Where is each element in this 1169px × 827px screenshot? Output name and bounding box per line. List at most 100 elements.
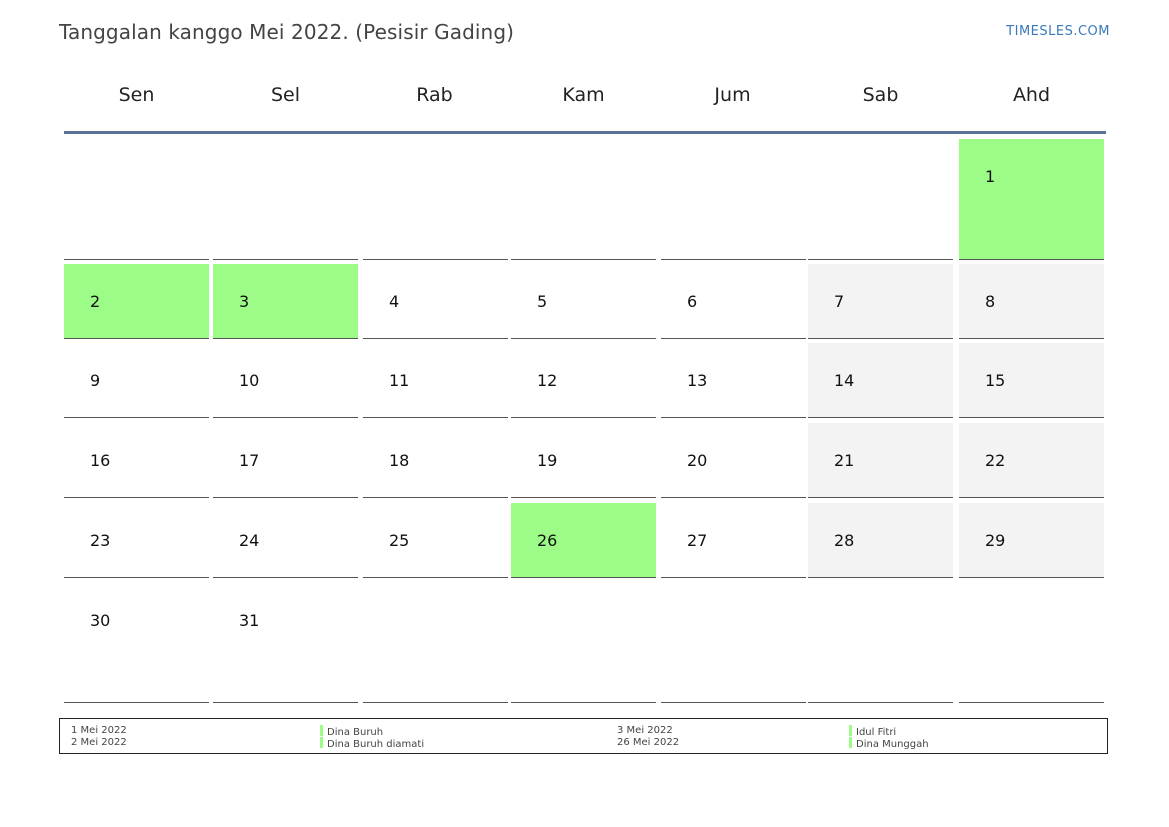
day-number: 26 (537, 531, 558, 550)
day-number: 11 (389, 371, 410, 390)
day-number: 24 (239, 531, 260, 550)
day-cell[interactable]: 28 (808, 503, 953, 578)
weekday-label: Sab (862, 84, 899, 106)
day-cell[interactable]: 9 (64, 343, 209, 418)
day-number: 22 (985, 451, 1006, 470)
day-number: 13 (687, 371, 708, 390)
legend-name: Dina Munggah (856, 739, 929, 750)
day-number: 17 (239, 451, 260, 470)
day-number: 8 (985, 292, 996, 311)
day-number: 15 (985, 371, 1006, 390)
empty-cell (661, 139, 806, 260)
day-cell[interactable]: 21 (808, 423, 953, 498)
empty-cell (511, 139, 656, 260)
weekday-label: Jum (714, 84, 751, 106)
day-number: 18 (389, 451, 410, 470)
holiday-legend: 1 Mei 2022 2 Mei 2022 Dina Buruh Dina Bu… (59, 718, 1108, 754)
day-cell[interactable]: 14 (808, 343, 953, 418)
empty-cell (363, 582, 508, 703)
legend-name: Dina Buruh (327, 727, 384, 738)
day-number: 12 (537, 371, 558, 390)
legend-date: 1 Mei 2022 (71, 725, 127, 736)
day-number: 6 (687, 292, 698, 311)
day-number: 28 (834, 531, 855, 550)
day-cell[interactable]: 12 (511, 343, 656, 418)
day-number: 30 (90, 611, 111, 630)
day-number: 25 (389, 531, 410, 550)
day-number: 9 (90, 371, 101, 390)
day-number: 4 (389, 292, 400, 311)
day-number: 2 (90, 292, 101, 311)
empty-cell (64, 139, 209, 260)
empty-cell (661, 582, 806, 703)
legend-name: Dina Buruh diamati (327, 739, 425, 750)
day-cell[interactable]: 1 (959, 139, 1104, 260)
weekday-label: Sel (270, 84, 301, 106)
weekday-label: Rab (416, 84, 453, 106)
day-cell[interactable]: 15 (959, 343, 1104, 418)
day-cell[interactable]: 23 (64, 503, 209, 578)
day-cell[interactable]: 24 (213, 503, 358, 578)
day-cell[interactable]: 20 (661, 423, 806, 498)
legend-item: Dina Buruh (320, 725, 383, 739)
empty-cell (511, 582, 656, 703)
holiday-marker (320, 725, 323, 736)
day-number: 3 (239, 292, 250, 311)
day-cell[interactable]: 22 (959, 423, 1104, 498)
legend-date: 3 Mei 2022 (617, 725, 673, 736)
holiday-marker (849, 737, 852, 748)
legend-date: 2 Mei 2022 (71, 737, 127, 748)
legend-date: 26 Mei 2022 (617, 737, 680, 748)
empty-cell (808, 139, 953, 260)
holiday-marker (320, 737, 323, 748)
brand-link[interactable]: TIMESLES.COM (1006, 24, 1110, 39)
weekday-label: Ahd (1012, 84, 1051, 106)
page-title: Tanggalan kanggo Mei 2022. (Pesisir Gadi… (59, 20, 515, 44)
legend-name: Idul Fitri (856, 727, 897, 738)
day-cell[interactable]: 25 (363, 503, 508, 578)
day-cell[interactable]: 30 (64, 582, 209, 703)
day-number: 1 (985, 167, 996, 186)
day-number: 31 (239, 611, 260, 630)
day-number: 23 (90, 531, 111, 550)
day-number: 5 (537, 292, 548, 311)
empty-cell (213, 139, 358, 260)
day-cell[interactable]: 7 (808, 264, 953, 339)
day-cell[interactable]: 16 (64, 423, 209, 498)
day-number: 7 (834, 292, 845, 311)
day-cell[interactable]: 11 (363, 343, 508, 418)
day-number: 20 (687, 451, 708, 470)
empty-cell (363, 139, 508, 260)
legend-item: Dina Munggah (849, 737, 929, 751)
day-cell[interactable]: 5 (511, 264, 656, 339)
day-cell[interactable]: 13 (661, 343, 806, 418)
day-number: 21 (834, 451, 855, 470)
weekday-label: Sen (118, 84, 155, 106)
day-cell[interactable]: 31 (213, 582, 358, 703)
day-cell[interactable]: 8 (959, 264, 1104, 339)
day-number: 29 (985, 531, 1006, 550)
day-number: 10 (239, 371, 260, 390)
day-cell[interactable]: 17 (213, 423, 358, 498)
day-cell[interactable]: 6 (661, 264, 806, 339)
holiday-marker (849, 725, 852, 736)
weekday-label: Kam (562, 84, 605, 106)
legend-item: Idul Fitri (849, 725, 896, 739)
day-cell[interactable]: 26 (511, 503, 656, 578)
empty-cell (808, 582, 953, 703)
day-cell[interactable]: 3 (213, 264, 358, 339)
day-cell[interactable]: 19 (511, 423, 656, 498)
day-number: 16 (90, 451, 111, 470)
day-number: 14 (834, 371, 855, 390)
day-cell[interactable]: 29 (959, 503, 1104, 578)
day-cell[interactable]: 10 (213, 343, 358, 418)
empty-cell (959, 582, 1104, 703)
day-number: 19 (537, 451, 558, 470)
day-cell[interactable]: 18 (363, 423, 508, 498)
day-cell[interactable]: 27 (661, 503, 806, 578)
day-number: 27 (687, 531, 708, 550)
legend-item: Dina Buruh diamati (320, 737, 424, 751)
day-cell[interactable]: 2 (64, 264, 209, 339)
header-divider (64, 131, 1106, 134)
day-cell[interactable]: 4 (363, 264, 508, 339)
